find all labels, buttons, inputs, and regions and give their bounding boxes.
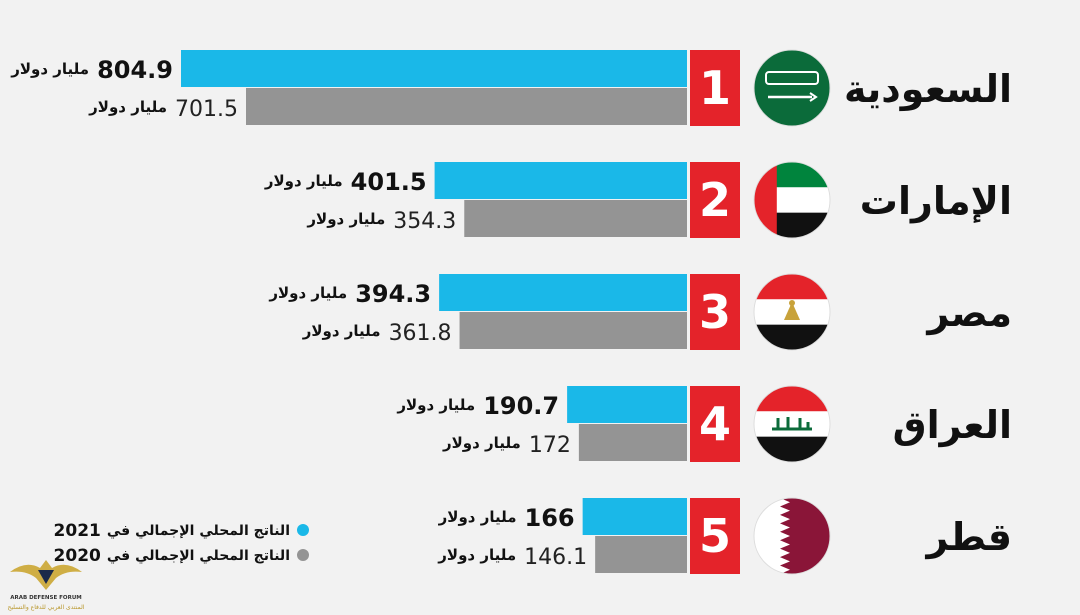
legend-label: الناتج المحلي الإجمالي في [107, 523, 290, 539]
bar-2021 [434, 162, 687, 199]
qatar-flag-icon [753, 497, 831, 575]
unit-label: مليار دولار [306, 210, 385, 228]
country-row: 401.5 مليار دولار 354.3 مليار دولار 2 الإمارا… [264, 161, 1012, 239]
value-label: 146.1 [524, 545, 587, 570]
country-row: 804.9 مليار دولار 701.5 مليار دولار 1 السعودي… [10, 49, 1012, 127]
rank-box [690, 498, 740, 574]
country-row: 394.3 مليار دولار 361.8 مليار دولار 3 مصر [268, 273, 1012, 351]
country-row: 190.7 مليار دولار 172 مليار دولار 4 العراق [396, 385, 1012, 463]
rank-box [690, 162, 740, 238]
iraq-flag-icon [753, 385, 831, 463]
value-label: 804.9 [97, 56, 173, 84]
watermark: ARAB DEFENSE FORUM المنتدى العربي للدفاع … [8, 560, 85, 611]
unit-label: مليار دولار [88, 98, 167, 116]
country-name: العراق [893, 403, 1012, 447]
value-label: 190.7 [483, 392, 559, 420]
unit-label: مليار دولار [268, 284, 347, 302]
bar-2020 [595, 536, 687, 573]
unit-label: مليار دولار [10, 60, 89, 78]
country-name: قطر [924, 515, 1012, 559]
unit-label: مليار دولار [438, 508, 517, 526]
legend-swatch [297, 549, 309, 561]
legend-year: 2020 [54, 546, 101, 566]
legend-item: الناتج المحلي الإجمالي في 2021 [54, 521, 309, 541]
unit-label: مليار دولار [442, 434, 521, 452]
legend-item: الناتج المحلي الإجمالي في 2020 [54, 546, 309, 566]
forum-logo-icon [10, 560, 82, 590]
rank-number: 5 [699, 509, 731, 563]
country-row: 166 مليار دولار 146.1 مليار دولار 5 قطر [437, 497, 1012, 575]
bar-2020 [459, 312, 687, 349]
saudi-flag-icon [753, 49, 831, 127]
legend-year: 2021 [54, 521, 101, 541]
rank-box [690, 386, 740, 462]
rank-number: 2 [699, 173, 731, 227]
value-label: 361.8 [389, 321, 452, 346]
unit-label: مليار دولار [302, 322, 381, 340]
bar-2021 [582, 498, 687, 535]
chart-rows: 804.9 مليار دولار 701.5 مليار دولار 1 السعودي… [10, 49, 1012, 575]
legend-swatch [297, 524, 309, 536]
bar-2021 [439, 274, 687, 311]
rank-number: 4 [699, 397, 731, 451]
rank-box [690, 50, 740, 126]
rank-number: 3 [699, 285, 731, 339]
unit-label: مليار دولار [264, 172, 343, 190]
uae-flag-icon [753, 161, 831, 239]
bar-2020 [578, 424, 687, 461]
watermark-line1: ARAB DEFENSE FORUM [10, 595, 82, 601]
value-label: 701.5 [175, 97, 238, 122]
rank-number: 1 [699, 61, 731, 115]
bar-2020 [464, 200, 687, 237]
egypt-flag-icon [753, 273, 831, 351]
bar-2021 [567, 386, 687, 423]
value-label: 354.3 [393, 209, 456, 234]
value-label: 394.3 [355, 280, 431, 308]
country-name: الإمارات [860, 179, 1012, 223]
country-name: السعودية [844, 67, 1012, 111]
value-label: 166 [525, 504, 575, 532]
legend-label: الناتج المحلي الإجمالي في [107, 548, 290, 564]
value-label: 172 [529, 433, 571, 458]
country-name: مصر [925, 291, 1012, 335]
bar-2021 [181, 50, 687, 87]
value-label: 401.5 [351, 168, 427, 196]
watermark-line2: المنتدى العربي للدفاع والتسليح [8, 604, 85, 611]
rank-box [690, 274, 740, 350]
unit-label: مليار دولار [437, 546, 516, 564]
unit-label: مليار دولار [396, 396, 475, 414]
bar-2020 [246, 88, 687, 125]
